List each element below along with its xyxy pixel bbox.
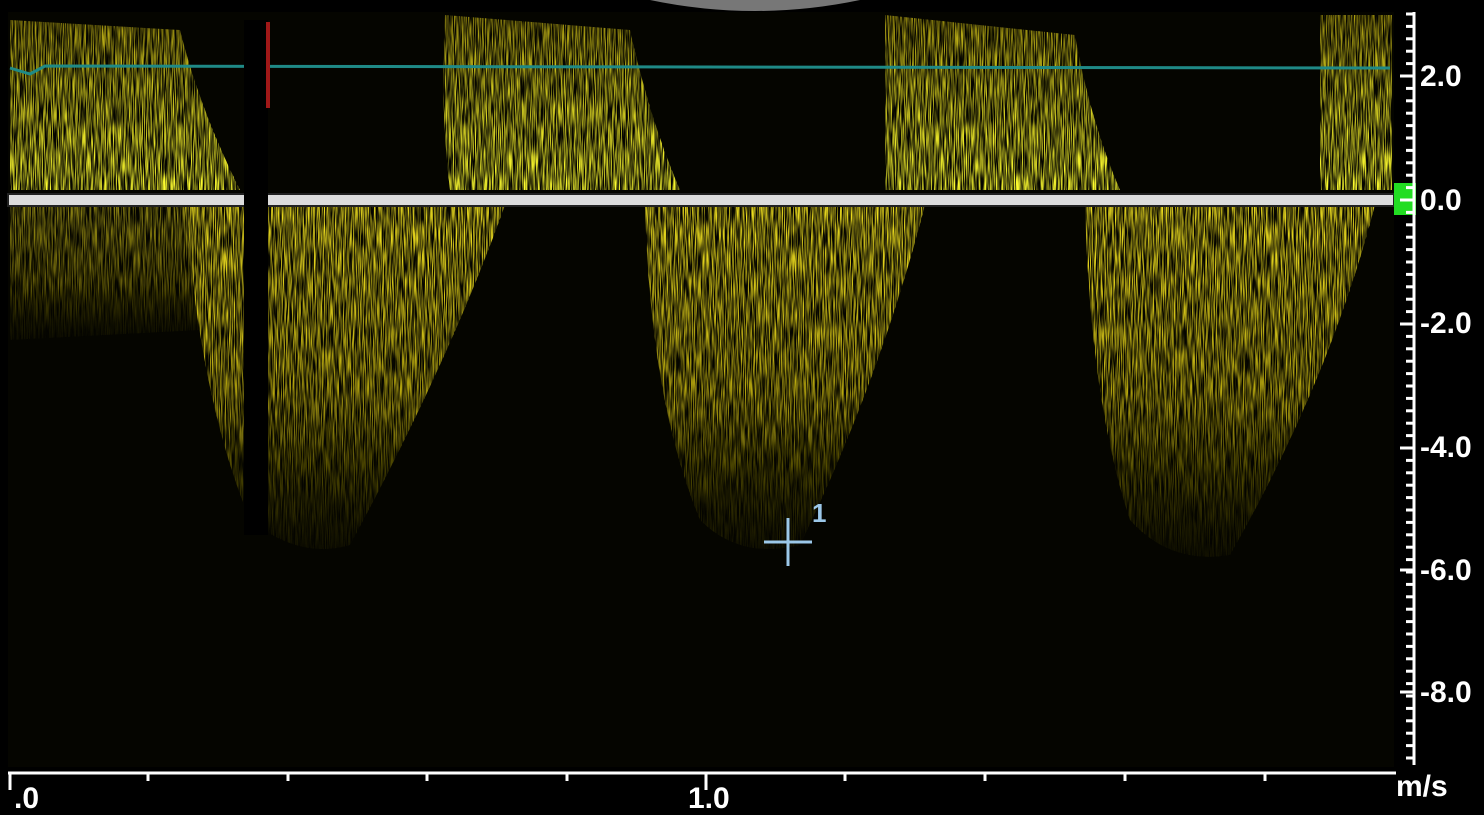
time-cursor [244, 20, 268, 535]
velocity-tick-label: -8.0 [1420, 676, 1472, 709]
reverse-flow [10, 205, 200, 340]
unit-label: m/s [1396, 770, 1448, 803]
trace-line [9, 64, 1391, 76]
reverse-flow [1085, 205, 1375, 557]
velocity-tick-label: -6.0 [1420, 554, 1472, 587]
forward-flow [443, 15, 680, 190]
baseline [7, 193, 1395, 207]
velocity-tick-label: 2.0 [1420, 60, 1462, 93]
sector-edge [650, 0, 860, 11]
caliper-label: 1 [812, 498, 826, 528]
velocity-tick-label: -4.0 [1420, 431, 1472, 464]
velocity-tick-label: -2.0 [1420, 307, 1472, 340]
time-tick-label: .0 [14, 782, 39, 815]
time-tick-label: 1.0 [688, 782, 730, 815]
ticks [8, 12, 1414, 790]
forward-flow [10, 20, 240, 190]
caliper-cross [764, 518, 812, 566]
velocity-tick-label: 0.0 [1420, 184, 1462, 217]
forward-flow [1320, 15, 1392, 190]
reverse-flow [645, 205, 925, 550]
forward-flow [885, 15, 1120, 190]
